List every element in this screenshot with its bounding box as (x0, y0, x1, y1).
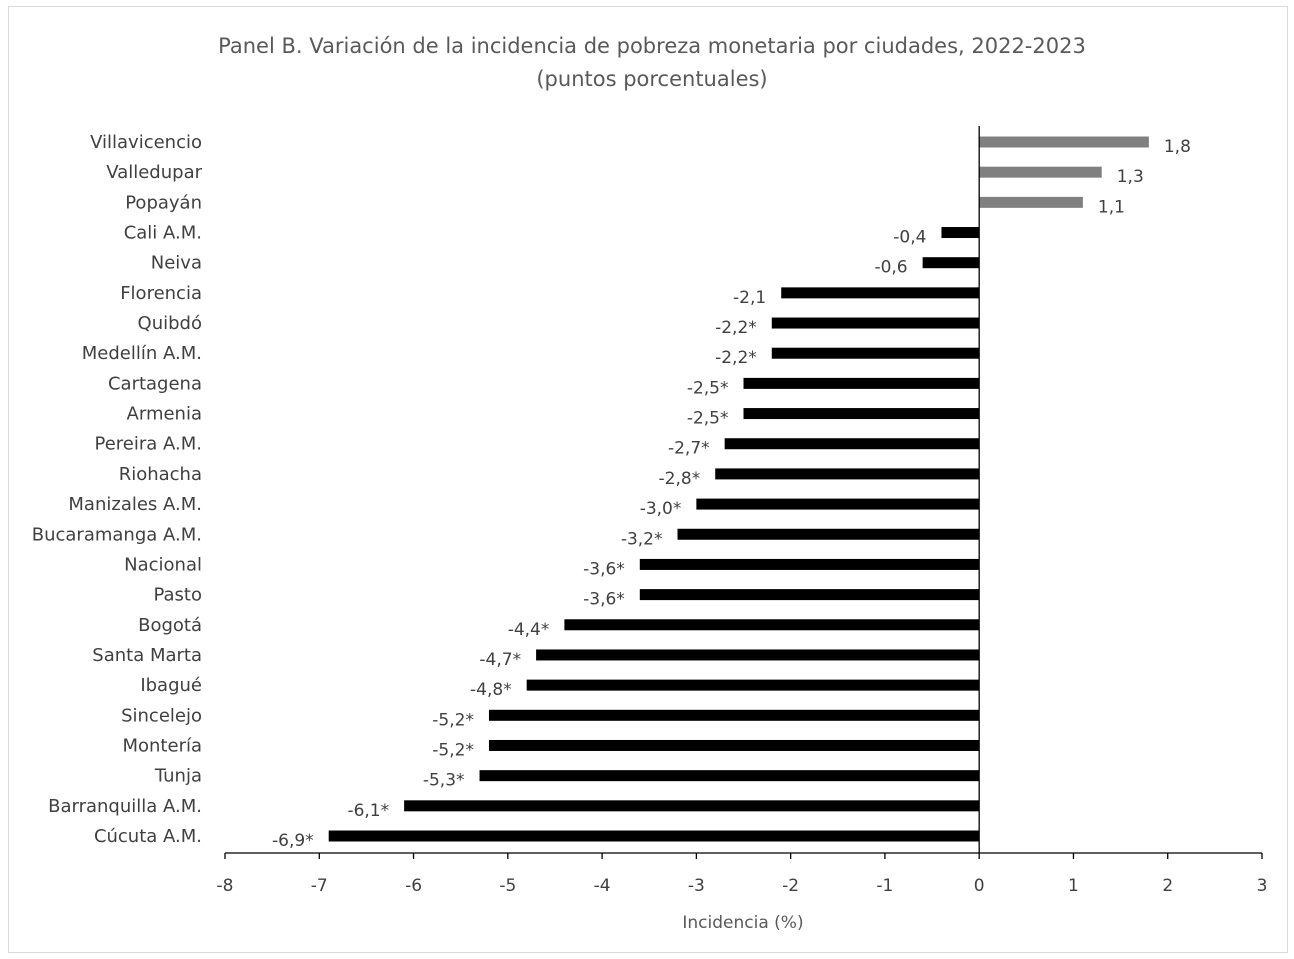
category-label-12: Manizales A.M. (68, 494, 202, 515)
x-tick-label-2: -6 (405, 876, 422, 896)
category-label-1: Valledupar (106, 162, 202, 183)
data-label-4: -0,6 (874, 258, 907, 278)
bar-4 (922, 257, 980, 269)
category-label-3: Cali A.M. (124, 223, 202, 244)
x-tick-label-4: -4 (594, 876, 611, 896)
data-label-23: -6,9* (272, 831, 314, 851)
bar-2 (979, 196, 1083, 208)
data-label-9: -2,5* (687, 409, 729, 429)
data-label-13: -3,2* (621, 529, 663, 549)
chart-subtitle: (puntos porcentuales) (536, 67, 767, 91)
category-label-20: Montería (122, 735, 202, 756)
x-tick-label-6: -2 (782, 876, 799, 896)
chart-frame (8, 6, 1288, 953)
bar-13 (677, 528, 980, 540)
bar-5 (781, 287, 980, 299)
data-label-17: -4,7* (479, 650, 521, 670)
data-label-20: -5,2* (432, 740, 474, 760)
category-label-16: Bogotá (138, 615, 202, 636)
category-label-19: Sincelejo (121, 705, 202, 726)
bars-layer (328, 136, 1149, 842)
category-label-9: Armenia (127, 404, 202, 425)
data-label-10: -2,7* (668, 439, 710, 459)
category-label-18: Ibagué (140, 675, 202, 696)
category-labels: Villavicencio Valledupar Popayán Cali A.M. N… (32, 132, 203, 847)
data-label-22: -6,1* (347, 801, 389, 821)
x-tick-label-11: 3 (1257, 876, 1268, 896)
data-label-21: -5,3* (423, 771, 465, 791)
category-label-15: Pasto (153, 585, 202, 606)
x-tick-label-3: -5 (499, 876, 516, 896)
x-axis-title: Incidencia (%) (682, 913, 803, 933)
data-labels: 1,8 1,3 1,1 -0,4 -0,6 -2,1 -2,2* -2,2* -2,5* -2,5… (272, 137, 1191, 851)
x-tick-label-8: 0 (974, 876, 985, 896)
data-label-1: 1,3 (1117, 167, 1144, 187)
bar-11 (715, 468, 980, 480)
data-label-11: -2,8* (659, 469, 701, 489)
data-label-2: 1,1 (1098, 197, 1125, 217)
data-label-0: 1,8 (1164, 137, 1191, 157)
data-label-5: -2,1 (733, 288, 766, 308)
bar-14 (639, 558, 980, 570)
category-label-8: Cartagena (108, 373, 202, 394)
category-label-7: Medellín A.M. (82, 343, 202, 364)
x-tick-label-10: 2 (1162, 876, 1173, 896)
category-label-2: Popayán (125, 192, 202, 213)
data-label-3: -0,4 (893, 228, 926, 248)
category-label-17: Santa Marta (92, 645, 202, 666)
bar-21 (479, 770, 980, 782)
bar-3 (941, 227, 980, 239)
data-label-8: -2,5* (687, 378, 729, 398)
bar-16 (564, 619, 980, 631)
bar-8 (743, 377, 980, 389)
data-label-15: -3,6* (583, 590, 625, 610)
bar-10 (724, 438, 980, 450)
data-label-6: -2,2* (715, 318, 757, 338)
category-label-5: Florencia (120, 283, 202, 304)
x-tick-label-1: -7 (311, 876, 328, 896)
data-label-18: -4,8* (470, 680, 512, 700)
data-label-14: -3,6* (583, 559, 625, 579)
category-label-11: Riohacha (119, 464, 202, 485)
category-label-13: Bucaramanga A.M. (32, 524, 202, 545)
category-label-22: Barranquilla A.M. (48, 796, 202, 817)
bar-0 (979, 136, 1149, 148)
x-tick-label-9: 1 (1068, 876, 1079, 896)
x-tick-label-7: -1 (876, 876, 893, 896)
category-label-23: Cúcuta A.M. (94, 826, 202, 847)
x-axis: -8 -7 -6 -5 -4 -3 -2 -1 0 1 2 3 (217, 126, 1268, 896)
bar-6 (771, 317, 980, 329)
bar-19 (488, 709, 980, 721)
bar-12 (696, 498, 980, 510)
category-label-21: Tunja (154, 766, 202, 787)
data-label-16: -4,4* (508, 620, 550, 640)
bar-20 (488, 739, 980, 751)
category-label-0: Villavicencio (90, 132, 202, 153)
category-label-14: Nacional (124, 554, 202, 575)
x-tick-label-5: -3 (688, 876, 705, 896)
data-label-12: -3,0* (640, 499, 682, 519)
x-tick-label-0: -8 (217, 876, 234, 896)
bar-22 (404, 800, 980, 812)
category-label-6: Quibdó (138, 313, 202, 334)
chart-title: Panel B. Variación de la incidencia de p… (218, 34, 1086, 58)
bar-7 (771, 347, 980, 359)
category-label-4: Neiva (151, 253, 202, 274)
bar-1 (979, 166, 1102, 178)
data-label-7: -2,2* (715, 348, 757, 368)
bar-9 (743, 408, 980, 420)
bar-15 (639, 589, 980, 601)
bar-23 (328, 830, 980, 842)
bar-17 (536, 649, 980, 661)
data-label-19: -5,2* (432, 710, 474, 730)
bar-18 (526, 679, 980, 691)
category-label-10: Pereira A.M. (95, 434, 203, 455)
